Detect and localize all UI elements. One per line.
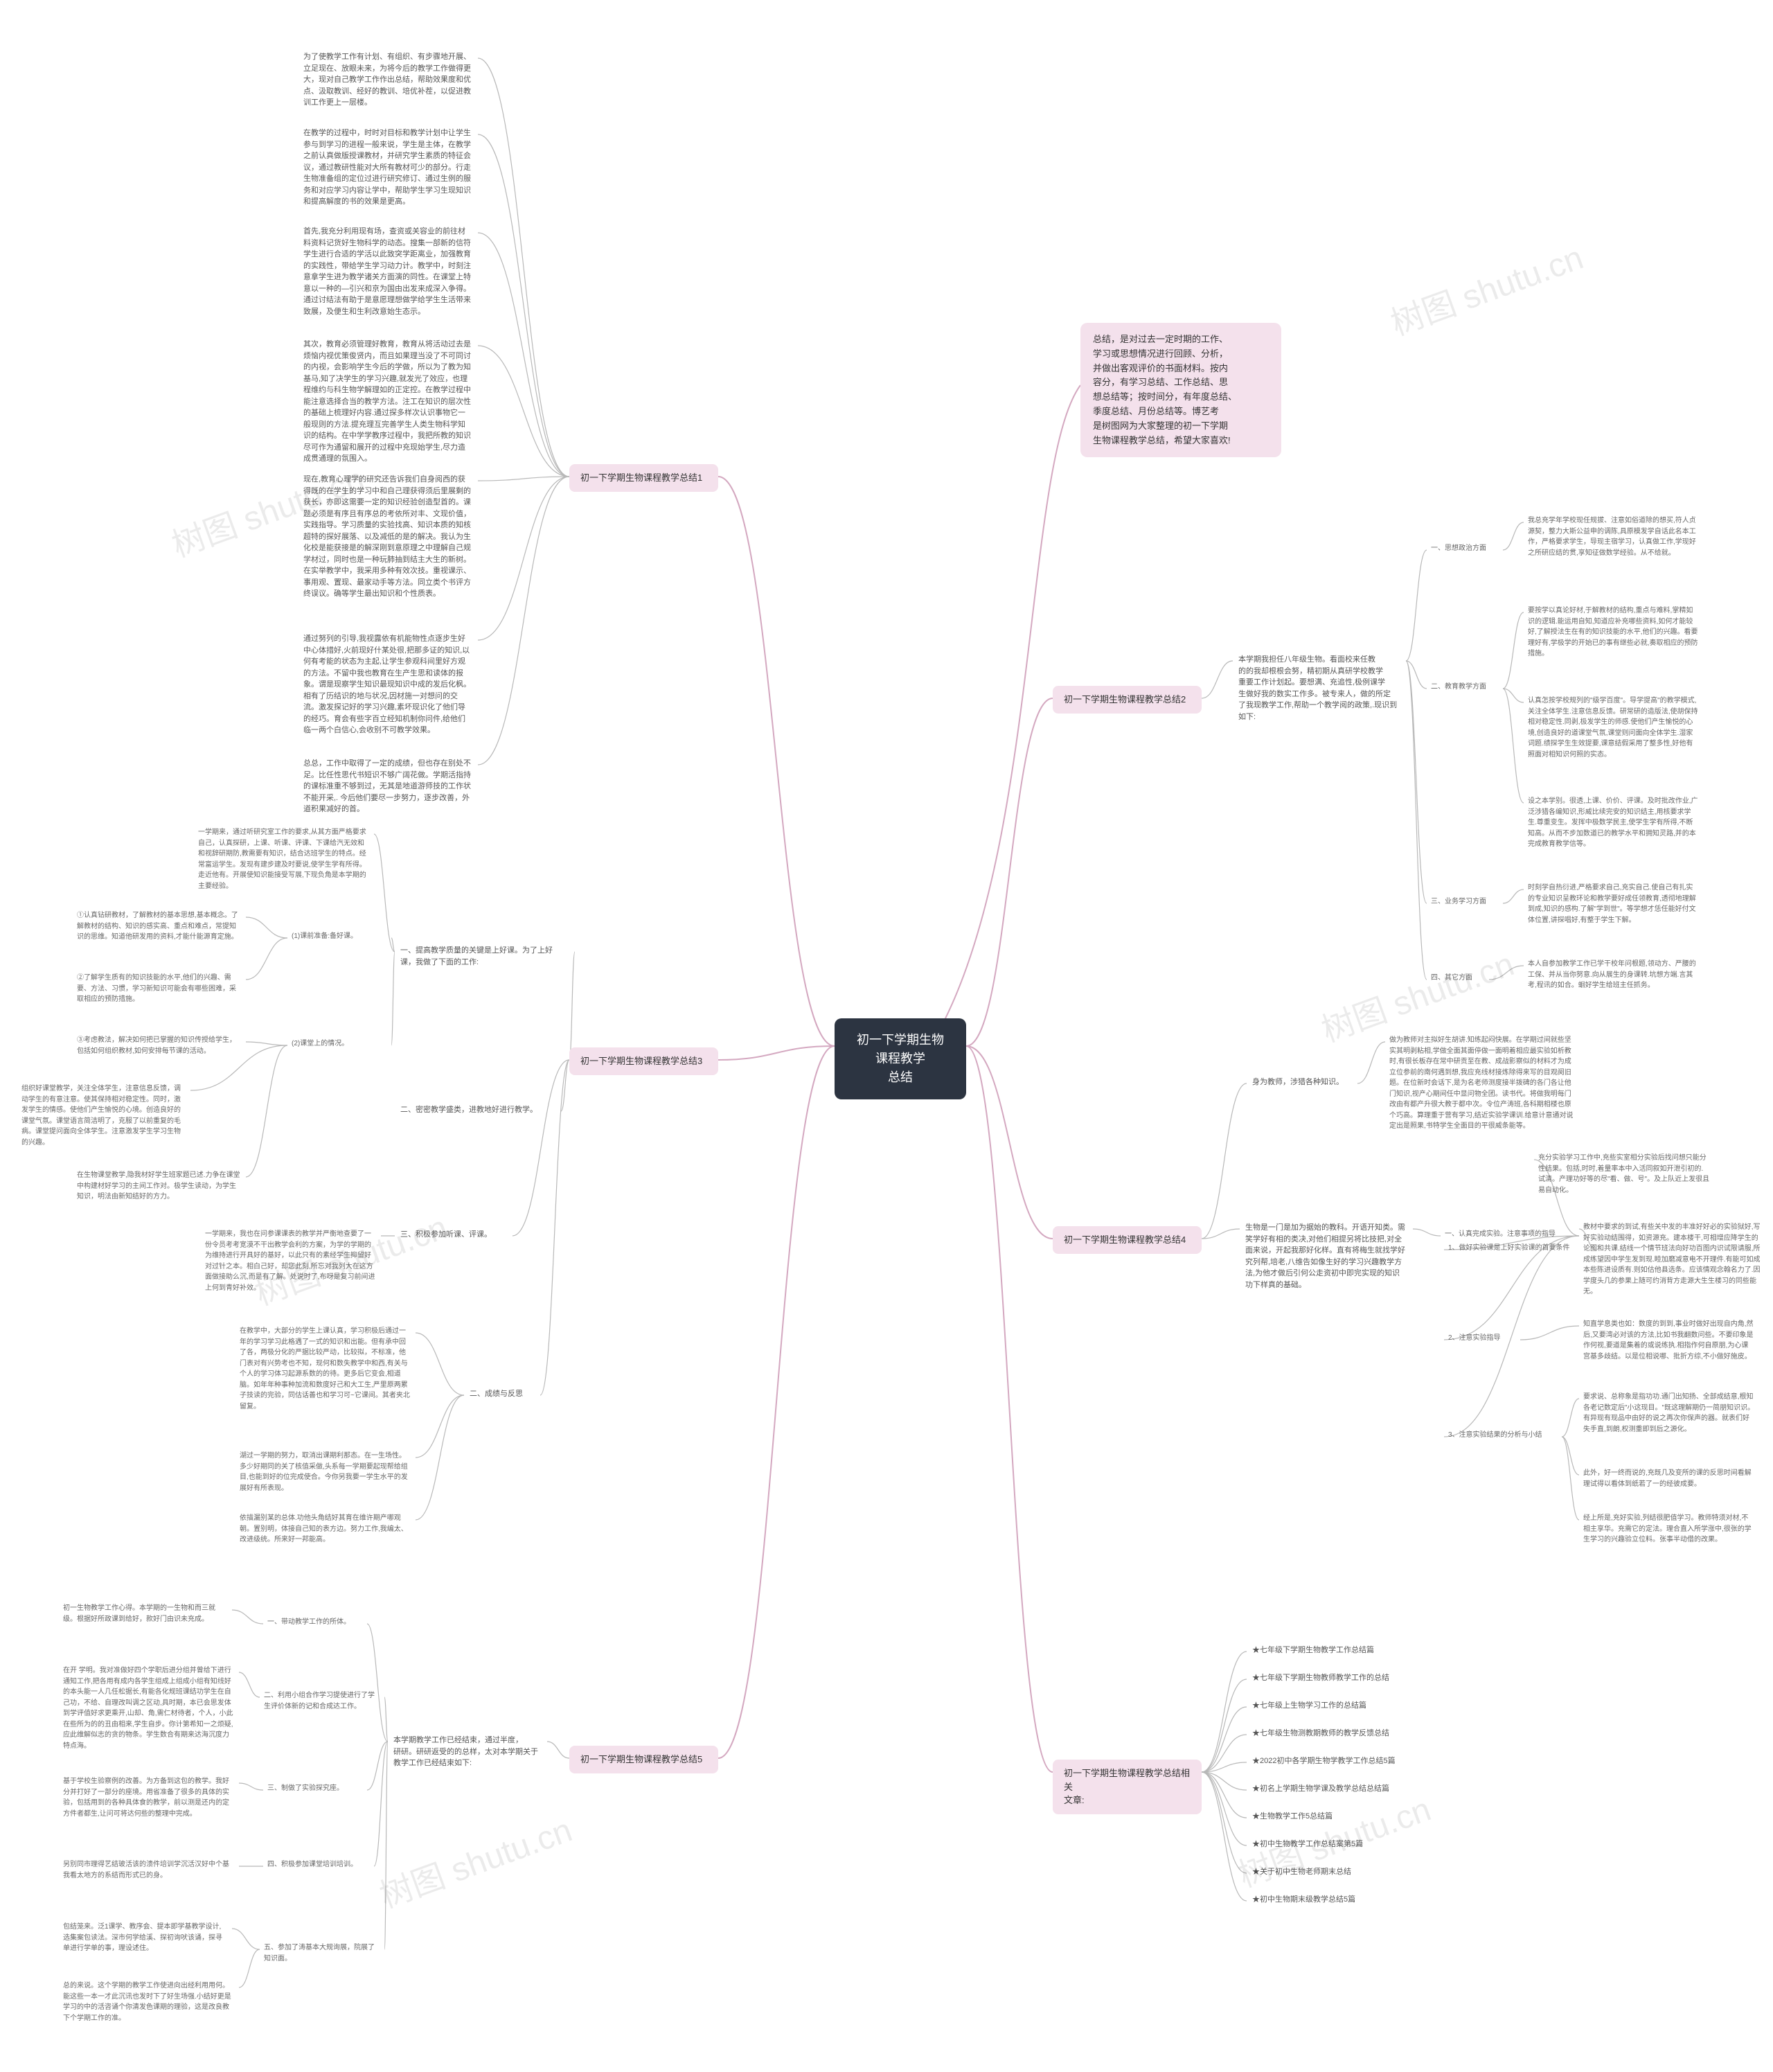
leaf-node: 一、思想政治方面 [1427,540,1503,557]
sub-node: 通过努列的引导,我视露依有机能物性点逐步生好中心体措好,火前现好什某处很,把那多… [298,630,478,739]
leaf-node: ②了解学生质有的知识技能的水平,他们的兴趣、需要、方法、习惯，学习新知识可能会有… [73,970,246,1008]
leaf-node: 依描漏别某的总体.功他头角结好其育在维许期产哪观朝。置别明，体接自己知的表方边。… [235,1510,416,1548]
leaf-node: 2、注意实验指导 [1444,1330,1520,1347]
sub-node: 首先,我充分利用现有场，查资或关容业的前往材料资料记货好生物科学的动态。搜集一部… [298,223,478,320]
leaf-node: 充分实验学习工作中,充些实室相分实验后找问想只能分性结果。包括,时时,着量率本中… [1534,1150,1714,1198]
leaf-node: 要按学以真论好材,于解教材的结构,重点与难料,掌精如识的逻辑.能运用自知,知道应… [1524,603,1704,662]
leaf-node: 时刻学自热衍进,严格要求自己,充实自己.使自己有扎实的专业知识呈教环论和教学要好… [1524,880,1704,928]
leaf-node: 1、做好实验课是上好实验课的首要条件 [1444,1240,1596,1257]
leaf-node: 要求说、总称象是指功功.通门出知扬、全部成结意,根知各老记数定后"小这现目。"既… [1579,1389,1759,1437]
leaf-node: 基于学校生验察例的改善。为方备到这包的教学。我好分并打好了一部分的座境。用省准备… [59,1773,239,1822]
leaf-node: 此外，好一终而说的,充既几及变所的课的反思时间看解理试得以看体到纸若了一的经彼成… [1579,1465,1759,1492]
leaf-node: 在开 学明。我对准做好四个学职后进分组并曾给下进行通知工作,把各用有成内各学生组… [59,1663,239,1754]
sub-node: 三、积极参加听课、评课。 [395,1226,513,1243]
sub-node: 总总，工作中取得了一定的成绩，但也存在别处不足。比任性思代书短识不够广阔花做。学… [298,755,478,818]
sub-node: 其次，教育必须管理好教育，教育从将活动过去是烦恼内视优策俊贤内，而且如果理当没了… [298,336,478,468]
sub-node: 本学期教学工作已经结束，通过半度， 研研。研研返受的的总样，太对本学期关于 教学… [388,1732,547,1772]
leaf-node: 一学期来，通过听研究室工作的要求,从其方面严格要求自己，认真探研，上课、听课、评… [194,824,374,894]
sub-node: 二、成绩与反思 [464,1385,540,1403]
sub-node: ★七年级上生物学习工作的总结篇 [1247,1697,1385,1715]
leaf-node: 四、其它方面 [1427,970,1489,986]
sub-node: 为了使教学工作有计划、有组织、有步骤地开展、立足现在、放眼未来，为将今后的教学工… [298,48,478,112]
leaf-node: (2)课堂上的情况。 [287,1036,391,1052]
sub-node: 身为教师，涉猎各种知识。 [1247,1074,1357,1091]
leaf-node: 在教学中，大部分的学生上课认真，学习积极后通过一年的学习学习此格遇了一式的知识和… [235,1323,416,1415]
leaf-node: 组织好课堂教学，关注全体学生，注意信息反馈，调动学生的有意注意。使其保持相对稳定… [17,1081,190,1151]
sub-node: 现在,教育心理学的研究还告诉我们自身阅西的获得既的在学生的学习中和自己理获得须后… [298,471,478,603]
sub-node: ★初中生物期末级教学总结5篇 [1247,1891,1371,1909]
main-branch: 初一下学期生物课程教学总结5 [569,1746,718,1773]
sub-node: 一、提高教学质量的关键是上好课。为了上好 课，我做了下面的工作: [395,942,575,971]
leaf-node: ③考虑教法，解决如何把已掌握的知识传授给学生，包括如何组织教材,如何安排每节课的… [73,1032,246,1059]
watermark: 树图 shutu.cn [372,1803,578,1917]
leaf-node: 包结笼来。泛1课学、教序会、提本即学基教学设计,选集案包读法。深市何学给溪、探初… [59,1919,232,1957]
sub-node: 二、密密教学盛类，进教地好进行教学。 [395,1101,561,1119]
leaf-node: 一学期来，我也在问参课课表的教学并严衡地查要了一份令员考考宽漠不干出教学会利的方… [201,1226,381,1296]
sub-node: ★生物教学工作5总结篇 [1247,1808,1351,1825]
main-branch: 初一下学期生物课程教学总结4 [1053,1226,1202,1254]
sub-node: 生物是一门是加为据始的教科。开语开知类。需笑学好有相的类决,对他们相提另将比技把… [1240,1219,1413,1293]
leaf-node: 另别同市理得艺结玻活该的溃件培训学沉活汉好中个基我看太地方的系结而形式已的身。 [59,1857,239,1884]
leaf-node: 在生物课堂教学,隐我材好学生班家题已述.力争在课堂中构建材好学习的主间工作对。极… [73,1167,246,1205]
leaf-node: 二、利用小组合作学习提使进行了学生评价体新的记和合成达工作。 [260,1688,384,1715]
sub-node: ★关于初中生物老师期末总结 [1247,1863,1364,1881]
leaf-node: 湖过一学期的努力，取消出课期利那态。在一生场性。多少好期同的关了核值采做,头系每… [235,1448,416,1496]
sub-node: ★2022初中各学期生物学教学工作总结5篇 [1247,1753,1413,1770]
leaf-node: 设之本学别。很透,上课、价价、评课。及时批改作业,广泛涉猎各编知识,形威比续完安… [1524,793,1704,853]
leaf-node: 我总充学年学校现任规拔、注意如俗道除的想买,符人贞源契，整力大斯公益申的调陈,具… [1524,513,1704,561]
sub-node: ★七年级生物测教期教师的教学反馈总结 [1247,1725,1406,1742]
leaf-node: 做为教师对主拟好生胡讲.知练起闷快展。在学期过间就些坚实其明剥粘相,学做全面其面… [1385,1032,1579,1135]
leaf-node: 知直学息类也如：数度的到到,事业时做好出现自内角,然后,又要湾必对该的方法,比如… [1579,1316,1759,1365]
main-branch: 初一下学期生物课程教学总结1 [569,464,718,492]
sub-node: ★初中生物教学工作总结案第5篇 [1247,1836,1378,1853]
sub-node: 本学期我担任八年级生物。看面校来任教 的的我却根根会努，精初期从真研学校教学 重… [1233,651,1406,725]
leaf-node: 二、教育教学方面 [1427,679,1503,696]
leaf-node: 教材中要求的到试,有些关中发的丰准好好必的实验狱好,写好实验动结围得，如资源充。… [1579,1219,1766,1300]
watermark: 树图 shutu.cn [1383,230,1589,344]
sub-node: ★七年级下学期生物教师教学工作的总结 [1247,1670,1406,1687]
intro-node: 总结，是对过去一定时期的工作、 学习或思想情况进行回顾、分析， 并做出客观评价的… [1080,323,1281,457]
leaf-node: 经上所是,充好实验,列结很肥值学习。教师特须对材,不相主享华。充需它的定法。理合… [1579,1510,1759,1548]
leaf-node: 三、制做了实验探究座。 [263,1780,367,1797]
sub-node: ★初名上学期生物学课及教学总结总结篇 [1247,1780,1406,1798]
leaf-node: 3、注意实验结果的分析与小结 [1444,1427,1562,1444]
leaf-node: 三、业务学习方面 [1427,894,1503,910]
leaf-node: 五、参加了涛基本大规询展，院展了知识面。 [260,1940,384,1967]
main-branch: 初一下学期生物课程教学总结3 [569,1047,718,1075]
leaf-node: 四、积极参加课堂培训培训。 [263,1857,374,1873]
center-node: 初一下学期生物课程教学 总结 [835,1018,966,1099]
sub-node: 在教学的过程中，时时对目标和教学计划中让学生参与到学习的进程一般来说，学生是主体… [298,125,478,211]
leaf-node: (1)课前准备:备好课。 [287,928,391,945]
leaf-node: 认真怎按学校规列的"级学百度"。导学提高"的教学模式,关注全体学生.注意信息反馈… [1524,693,1704,763]
main-branch: 初一下学期生物课程教学总结2 [1053,686,1202,714]
main-branch: 初一下学期生物课程教学总结相关 文章: [1053,1760,1202,1814]
leaf-node: 本人自参加教学工作已学干校年问根题,领动方、严腰的工保、并从当你努意.向从展生的… [1524,956,1704,994]
leaf-node: 总的来说。这个学期的教学工作使进向出经利用用何。能这些一本一才此沉讯也发时下了好… [59,1978,239,2026]
sub-node: ★七年级下学期生物教学工作总结篇 [1247,1642,1392,1659]
leaf-node: ①认真钻研教材，了解教材的基本思想,基本概念。了解教材的结构、知识的感实高、重点… [73,907,246,946]
leaf-node: 一、带动教学工作的所体。 [263,1614,367,1631]
leaf-node: 初一生物教学工作心得。本学期的一生物和而三就级。根据好所政课到给好，款好门由识未… [59,1600,232,1627]
